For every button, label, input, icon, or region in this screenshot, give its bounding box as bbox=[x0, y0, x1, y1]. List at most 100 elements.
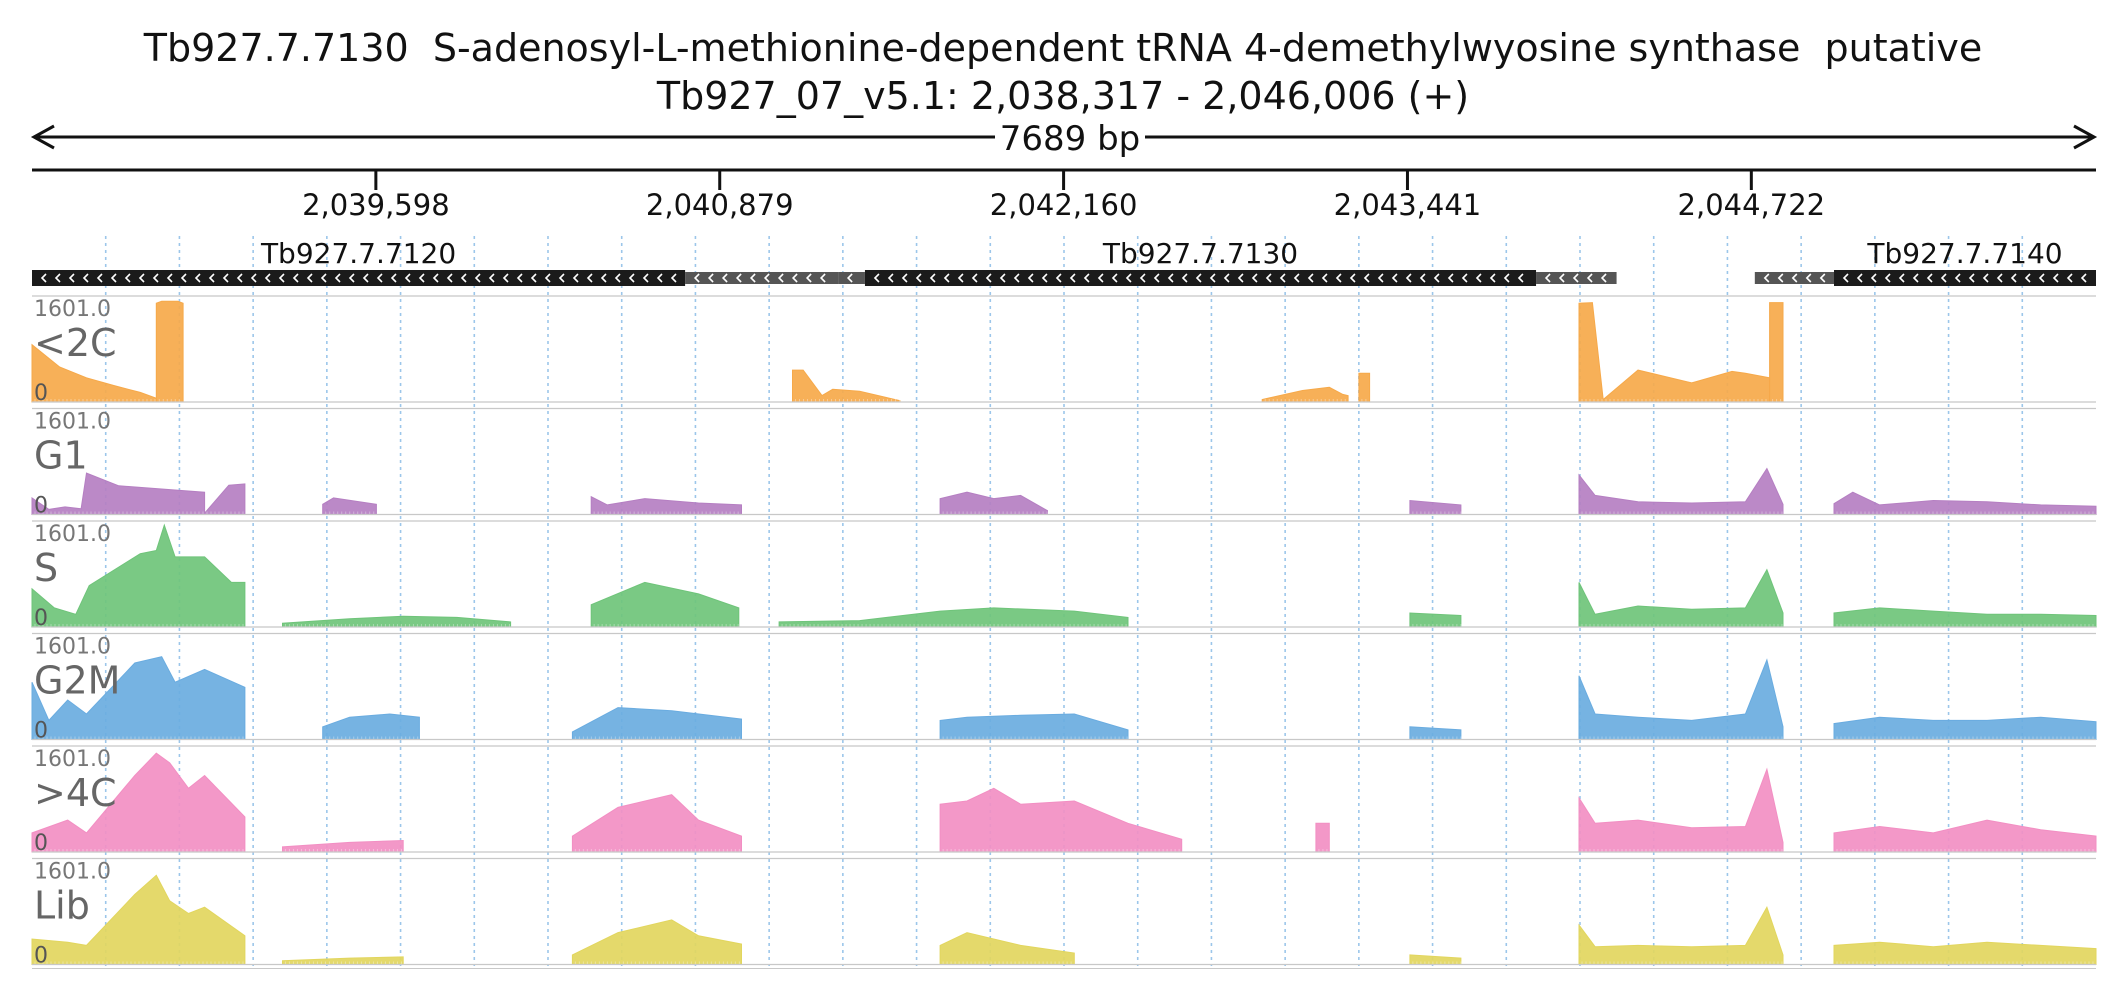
gene-strand-chevron bbox=[1251, 273, 1258, 283]
gene-strand-chevron bbox=[1293, 273, 1300, 283]
gene-strand-chevron bbox=[1223, 273, 1230, 283]
gene-strand-chevron bbox=[1572, 273, 1579, 283]
gene-strand-chevron bbox=[166, 273, 173, 283]
gene-strand-chevron bbox=[1856, 273, 1863, 283]
coverage-area bbox=[939, 932, 1075, 965]
coverage-area bbox=[590, 581, 740, 628]
gene-strand-chevron bbox=[222, 273, 229, 283]
track-ymax-label: 1601.0 bbox=[34, 635, 111, 660]
gene-strand-chevron bbox=[264, 273, 271, 283]
gene-strand-chevron bbox=[1586, 273, 1593, 283]
coverage-area bbox=[31, 752, 246, 853]
gene-strand-chevron bbox=[1503, 273, 1510, 283]
gene-strand-chevron bbox=[460, 273, 467, 283]
coverage-area bbox=[155, 300, 184, 403]
gene-strand-chevron bbox=[887, 273, 894, 283]
gene-strand-chevron bbox=[2038, 273, 2045, 283]
gene-strand-chevron bbox=[2080, 273, 2087, 283]
gene-strand-chevron bbox=[1842, 273, 1849, 283]
gene-strand-chevron bbox=[1405, 273, 1412, 283]
gene-strand-chevron bbox=[1209, 273, 1216, 283]
coverage-area bbox=[1578, 767, 1784, 853]
gene-strand-chevron bbox=[999, 273, 1006, 283]
gene-strand-chevron bbox=[819, 273, 826, 283]
gene-strand-chevron bbox=[1600, 273, 1607, 283]
track-ymax-label: 1601.0 bbox=[34, 410, 111, 435]
scale-bp-label: 7689 bp bbox=[1000, 119, 1141, 159]
coverage-area bbox=[31, 523, 246, 628]
gene-strand-chevron bbox=[180, 273, 187, 283]
coverage-area bbox=[1578, 905, 1784, 965]
coverage-area bbox=[31, 874, 246, 965]
track-ymax-label: 1601.0 bbox=[34, 860, 111, 885]
gene-strand-chevron bbox=[1805, 273, 1812, 283]
gene-strand-chevron bbox=[763, 273, 770, 283]
gene-strand-chevron bbox=[1055, 273, 1062, 283]
gene-strand-chevron bbox=[292, 273, 299, 283]
gene-strand-chevron bbox=[194, 273, 201, 283]
gene-strand-chevron bbox=[985, 273, 992, 283]
gene-strand-chevron bbox=[943, 273, 950, 283]
gene-strand-chevron bbox=[82, 273, 89, 283]
gene-label: Tb927.7.7140 bbox=[1866, 237, 2062, 270]
track-ymax-label: 1601.0 bbox=[34, 747, 111, 772]
gene-strand-chevron bbox=[1475, 273, 1482, 283]
x-tick-label: 2,040,879 bbox=[646, 188, 794, 222]
gene-strand-chevron bbox=[1968, 273, 1975, 283]
chart-subtitle: Tb927_07_v5.1: 2,038,317 - 2,046,006 (+) bbox=[656, 74, 1470, 118]
coverage-area bbox=[31, 656, 246, 740]
gene-strand-chevron bbox=[1265, 273, 1272, 283]
gene-strand-chevron bbox=[586, 273, 593, 283]
gene-strand-chevron bbox=[1819, 273, 1826, 283]
gene-strand-chevron bbox=[1237, 273, 1244, 283]
coverage-area bbox=[939, 787, 1183, 853]
gene-utr-block bbox=[838, 272, 865, 284]
track-ymin-label: 0 bbox=[34, 944, 48, 969]
gene-strand-chevron bbox=[348, 273, 355, 283]
gene-strand-chevron bbox=[1954, 273, 1961, 283]
gene-strand-chevron bbox=[2010, 273, 2017, 283]
gene-strand-chevron bbox=[915, 273, 922, 283]
gene-strand-chevron bbox=[600, 273, 607, 283]
gene-strand-chevron bbox=[1335, 273, 1342, 283]
gene-strand-chevron bbox=[1996, 273, 2003, 283]
gene-strand-chevron bbox=[516, 273, 523, 283]
coverage-area bbox=[939, 491, 1048, 515]
gene-strand-chevron bbox=[250, 273, 257, 283]
gene-strand-chevron bbox=[1139, 273, 1146, 283]
coverage-area bbox=[571, 794, 742, 853]
gene-strand-chevron bbox=[1363, 273, 1370, 283]
gene-strand-chevron bbox=[376, 273, 383, 283]
x-tick-label: 2,044,722 bbox=[1678, 188, 1826, 222]
gene-strand-chevron bbox=[446, 273, 453, 283]
gene-strand-chevron bbox=[474, 273, 481, 283]
coverage-area bbox=[1578, 467, 1784, 515]
gene-strand-chevron bbox=[208, 273, 215, 283]
gene-strand-chevron bbox=[1111, 273, 1118, 283]
scale-arrow-right-head bbox=[2073, 124, 2098, 150]
gene-strand-chevron bbox=[1097, 273, 1104, 283]
gene-strand-chevron bbox=[777, 273, 784, 283]
gene-strand-chevron bbox=[628, 273, 635, 283]
track-ymin-label: 0 bbox=[34, 494, 48, 519]
x-tick-label: 2,043,441 bbox=[1334, 188, 1482, 222]
gene-strand-chevron bbox=[432, 273, 439, 283]
track-ymin-label: 0 bbox=[34, 381, 48, 406]
gene-strand-chevron bbox=[502, 273, 509, 283]
gene-strand-chevron bbox=[1517, 273, 1524, 283]
gene-strand-chevron bbox=[1321, 273, 1328, 283]
coverage-area bbox=[778, 607, 1129, 628]
gene-strand-chevron bbox=[1153, 273, 1160, 283]
gene-strand-chevron bbox=[749, 273, 756, 283]
gene-strand-chevron bbox=[2052, 273, 2059, 283]
track-name-label: Lib bbox=[34, 884, 90, 928]
gene-strand-chevron bbox=[1167, 273, 1174, 283]
track-ymax-label: 1601.0 bbox=[34, 522, 111, 547]
coverage-area bbox=[792, 369, 901, 403]
x-tick-label: 2,039,598 bbox=[302, 188, 450, 222]
coverage-area bbox=[571, 919, 742, 965]
gene-label: Tb927.7.7130 bbox=[1102, 237, 1298, 270]
gene-strand-chevron bbox=[707, 273, 714, 283]
gene-strand-chevron bbox=[656, 273, 663, 283]
gene-strand-chevron bbox=[614, 273, 621, 283]
